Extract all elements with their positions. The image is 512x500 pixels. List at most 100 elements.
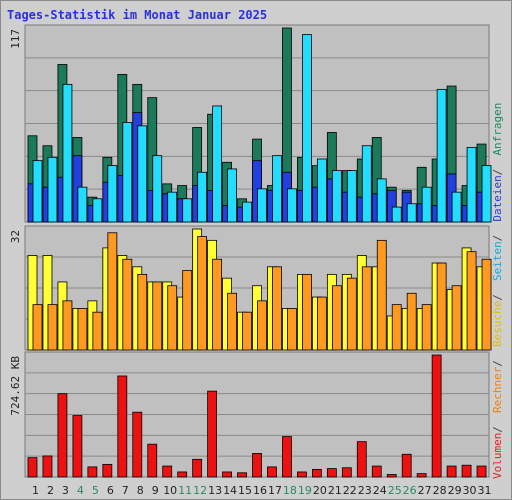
- bar-seiten-5: [92, 198, 103, 223]
- bar-volumen-5: [87, 466, 98, 478]
- bar-seiten-26: [406, 203, 417, 223]
- x-tick-label: 5: [92, 484, 99, 497]
- x-tick-label: 8: [137, 484, 144, 497]
- bar-seiten-20: [316, 158, 327, 223]
- x-tick-label: 14: [223, 484, 237, 497]
- bar-volumen-27: [416, 473, 427, 478]
- bar-seiten-3: [62, 83, 73, 223]
- bar-volumen-29: [446, 465, 457, 478]
- x-tick-label: 16: [253, 484, 267, 497]
- x-tick-label: 28: [433, 484, 447, 497]
- x-tick-label: 1: [32, 484, 39, 497]
- bar-rechner-11: [182, 270, 193, 351]
- bar-rechner-26: [406, 292, 417, 351]
- bar-rechner-18: [287, 308, 297, 351]
- legend-separator: /: [491, 235, 504, 242]
- bar-volumen-3: [57, 393, 68, 478]
- bar-rechner-2: [47, 304, 58, 351]
- bar-seiten-17: [272, 155, 282, 223]
- x-tick-label: 30: [463, 484, 477, 497]
- bar-seiten-31: [481, 165, 492, 223]
- bar-rechner-14: [227, 292, 237, 351]
- x-tick-label: 25: [388, 484, 402, 497]
- bar-seiten-11: [182, 198, 193, 223]
- bar-volumen-11: [177, 471, 188, 478]
- legend-separator: /: [491, 294, 504, 301]
- bar-volumen-25: [386, 474, 397, 478]
- bar-seiten-7: [122, 122, 133, 223]
- bar-rechner-23: [361, 266, 372, 351]
- x-tick-label: 22: [343, 484, 357, 497]
- bar-seiten-25: [391, 206, 402, 223]
- bar-rechner-31: [481, 258, 492, 351]
- x-tick-label: 26: [403, 484, 417, 497]
- bar-rechner-8: [137, 273, 148, 351]
- bar-volumen-10: [162, 465, 173, 478]
- x-tick-label: 11: [178, 484, 192, 497]
- bar-seiten-24: [376, 178, 387, 223]
- bar-seiten-30: [466, 146, 477, 223]
- legend-separator: /: [491, 426, 504, 433]
- x-tick-label: 31: [478, 484, 492, 497]
- bar-volumen-4: [72, 415, 83, 478]
- bar-seiten-27: [421, 186, 432, 223]
- bar-rechner-10: [167, 285, 178, 351]
- bar-seiten-1: [32, 160, 43, 223]
- bar-rechner-9: [152, 281, 163, 351]
- bar-volumen-16: [252, 453, 262, 478]
- bar-seiten-23: [361, 145, 372, 223]
- bar-rechner-20: [316, 296, 327, 351]
- x-tick-label: 4: [77, 484, 84, 497]
- bar-volumen-24: [371, 465, 382, 478]
- bar-rechner-30: [466, 251, 477, 351]
- legend-seiten: Seiten: [491, 241, 504, 281]
- x-tick-label: 10: [163, 484, 177, 497]
- x-tick-label: 3: [62, 484, 69, 497]
- bar-rechner-17: [272, 266, 282, 351]
- bar-rechner-5: [92, 311, 103, 351]
- legend-anfragen: Anfragen: [491, 103, 504, 156]
- legend-volumen: Volumen: [491, 433, 504, 479]
- bar-rechner-27: [421, 304, 432, 351]
- bar-volumen-12: [192, 458, 203, 478]
- legend-separator: /: [491, 169, 504, 176]
- x-tick-label: 9: [152, 484, 159, 497]
- bar-volumen-22: [341, 467, 352, 478]
- bar-rechner-1: [32, 304, 43, 351]
- bar-volumen-2: [42, 455, 53, 478]
- panel-top-max-label: 117: [9, 29, 22, 49]
- x-tick-label: 21: [328, 484, 342, 497]
- bar-besuche-2: [42, 255, 53, 351]
- bar-rechner-3: [62, 300, 73, 351]
- bar-seiten-21: [331, 170, 342, 223]
- bar-rechner-19: [302, 273, 312, 351]
- bar-seiten-29: [451, 191, 462, 223]
- bar-volumen-9: [147, 443, 158, 478]
- panel-middle-max-label: 32: [9, 230, 22, 243]
- x-tick-label: 17: [268, 484, 282, 497]
- bar-seiten-6: [107, 165, 118, 223]
- x-tick-label: 6: [107, 484, 114, 497]
- bar-rechner-12: [197, 236, 208, 351]
- bar-rechner-15: [242, 311, 252, 351]
- bar-seiten-18: [287, 188, 297, 223]
- bar-rechner-24: [376, 239, 387, 351]
- x-tick-label: 19: [298, 484, 312, 497]
- bar-seiten-14: [227, 168, 237, 223]
- bar-seiten-13: [212, 105, 223, 223]
- bar-volumen-20: [311, 469, 322, 478]
- bar-volumen-8: [132, 411, 143, 478]
- bar-volumen-17: [267, 466, 277, 478]
- bar-seiten-15: [242, 201, 252, 223]
- bar-volumen-30: [461, 464, 472, 478]
- legend-separator: /: [491, 360, 504, 367]
- bar-volumen-23: [356, 441, 367, 478]
- bar-volumen-28: [431, 354, 442, 478]
- x-tick-label: 13: [208, 484, 222, 497]
- bar-seiten-16: [257, 188, 267, 223]
- bar-rechner-4: [77, 308, 88, 351]
- bar-seiten-9: [152, 155, 163, 223]
- legend-rechner: Rechner: [491, 366, 504, 413]
- x-tick-label: 12: [193, 484, 207, 497]
